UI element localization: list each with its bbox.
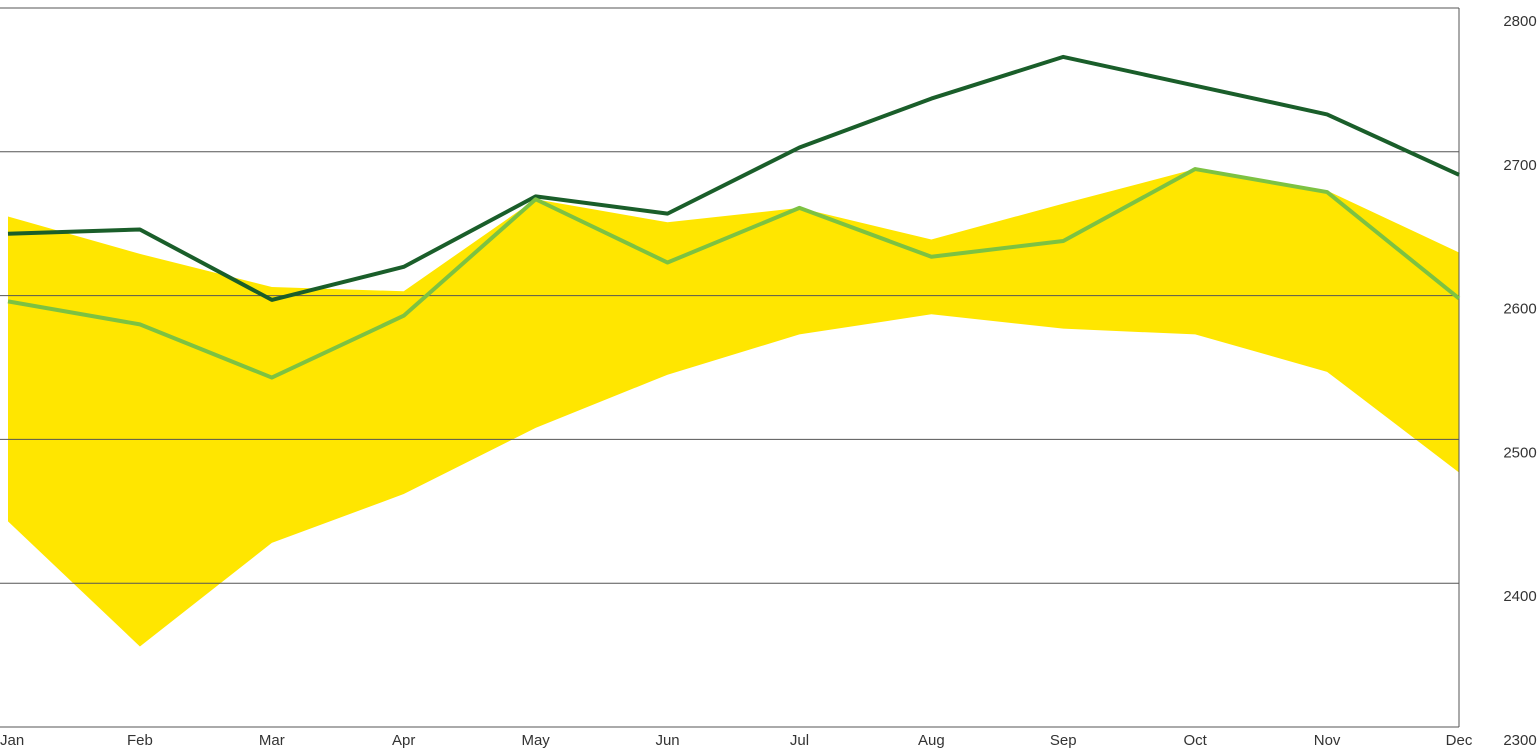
y-tick-label: 2400 [1503,588,1536,605]
series-line [7,54,1460,302]
x-tick-label: Apr [392,732,415,749]
x-tick-label: Jul [790,732,809,749]
x-tick-label: Jan [0,732,24,749]
x-tick-label: Mar [259,732,285,749]
x-tick-label: Jun [655,732,679,749]
x-tick-label: May [521,732,550,749]
x-tick-label: Feb [127,732,153,749]
x-tick-label: Nov [1314,732,1341,749]
x-tick-label: Aug [918,732,945,749]
series-line [7,167,1461,380]
y-tick-label: 2700 [1503,157,1536,174]
y-tick-label: 2500 [1503,444,1536,461]
y-tick-label: 2300 [1503,732,1536,749]
range-band [8,169,1459,647]
y-tick-label: 2600 [1503,301,1536,318]
x-tick-label: Oct [1184,732,1208,749]
x-tick-label: Dec [1446,732,1473,749]
y-tick-label: 2800 [1503,13,1536,30]
x-tick-label: Sep [1050,732,1077,749]
